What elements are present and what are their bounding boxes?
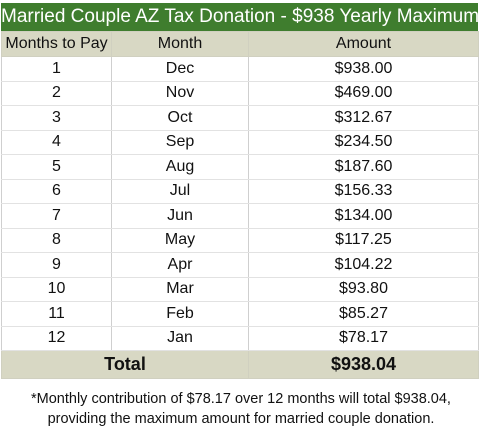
months-cell: 1 [1,56,112,82]
amount-cell: $104.22 [248,252,479,278]
table-row: 9 Apr $104.22 [1,252,479,278]
donation-schedule-table: Months to Pay Month Amount 1 Dec $938.00 2… [1,31,479,379]
month-cell: Jul [111,179,249,204]
months-cell: 8 [1,228,112,253]
month-cell: Feb [111,301,249,327]
table-row: 11 Feb $85.27 [1,301,479,327]
amount-cell: $938.00 [248,56,479,82]
amount-cell: $156.33 [248,179,479,204]
months-cell: 5 [1,154,112,180]
months-cell: 11 [1,301,112,327]
table-row: 10 Mar $93.80 [1,277,479,302]
month-cell: Aug [111,154,249,180]
amount-cell: $93.80 [248,277,479,302]
column-header-amount: Amount [248,31,479,57]
months-cell: 9 [1,252,112,278]
month-cell: Dec [111,56,249,82]
total-label: Total [1,350,249,379]
months-cell: 3 [1,105,112,131]
amount-cell: $134.00 [248,203,479,229]
footnote-line-2: providing the maximum amount for married… [47,411,435,427]
months-cell: 7 [1,203,112,229]
month-cell: May [111,228,249,253]
table-row: 6 Jul $156.33 [1,179,479,204]
amount-cell: $78.17 [248,326,479,351]
amount-cell: $312.67 [248,105,479,131]
table-row: 2 Nov $469.00 [1,81,479,106]
table-row: 12 Jan $78.17 [1,326,479,351]
amount-cell: $234.50 [248,130,479,155]
column-header-month: Month [111,31,249,57]
month-cell: Mar [111,277,249,302]
month-cell: Nov [111,81,249,106]
months-cell: 4 [1,130,112,155]
table-row: 7 Jun $134.00 [1,203,479,229]
header-row: Months to Pay Month Amount [1,31,479,57]
month-cell: Apr [111,252,249,278]
total-row: Total $938.04 [1,350,479,379]
amount-cell: $187.60 [248,154,479,180]
table-row: 1 Dec $938.00 [1,56,479,82]
table-title: Married Couple AZ Tax Donation - $938 Ye… [1,3,479,31]
table-row: 5 Aug $187.60 [1,154,479,180]
footnote: *Monthly contribution of $78.17 over 12 … [0,389,482,429]
column-header-months-to-pay: Months to Pay [1,31,112,57]
months-cell: 10 [1,277,112,302]
months-cell: 6 [1,179,112,204]
months-cell: 2 [1,81,112,106]
amount-cell: $117.25 [248,228,479,253]
month-cell: Jun [111,203,249,229]
amount-cell: $85.27 [248,301,479,327]
months-cell: 12 [1,326,112,351]
amount-cell: $469.00 [248,81,479,106]
footnote-line-1: *Monthly contribution of $78.17 over 12 … [31,391,451,407]
table-row: 4 Sep $234.50 [1,130,479,155]
month-cell: Sep [111,130,249,155]
month-cell: Jan [111,326,249,351]
table-row: 8 May $117.25 [1,228,479,253]
month-cell: Oct [111,105,249,131]
table-row: 3 Oct $312.67 [1,105,479,131]
total-amount: $938.04 [248,350,479,379]
